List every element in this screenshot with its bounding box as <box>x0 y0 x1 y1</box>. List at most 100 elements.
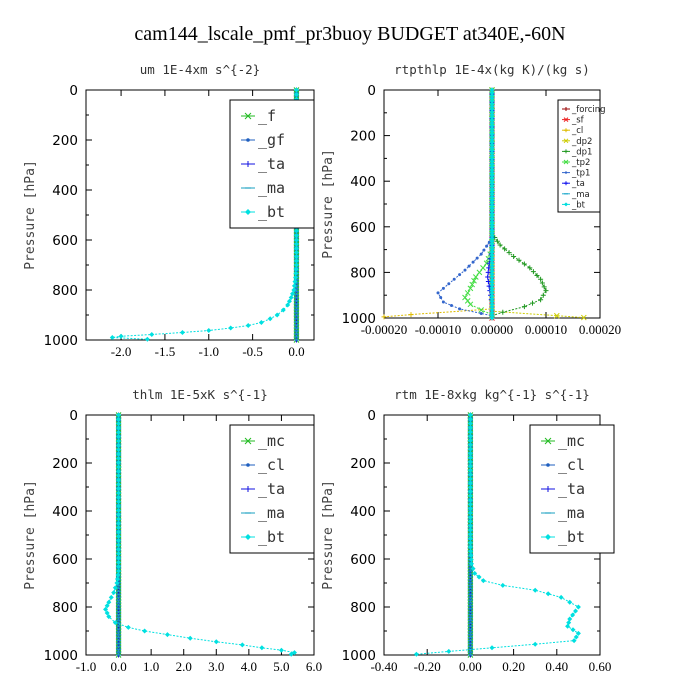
data-point <box>489 285 495 291</box>
data-point <box>467 476 473 482</box>
data-point <box>489 260 495 266</box>
data-point <box>489 263 495 269</box>
legend-marker <box>563 117 569 122</box>
data-point <box>489 249 495 255</box>
legend-marker <box>546 463 550 467</box>
data-point <box>116 507 122 513</box>
series-cl <box>381 87 495 320</box>
data-point <box>489 189 495 195</box>
data-point <box>116 425 122 431</box>
x-tick-label: 6.0 <box>306 659 322 674</box>
x-tick-label: 0.00020 <box>579 322 621 337</box>
data-point <box>293 258 299 264</box>
data-point <box>450 303 453 307</box>
legend-marker <box>246 138 250 142</box>
data-point <box>530 269 536 275</box>
data-point <box>293 92 299 98</box>
data-point <box>436 291 440 295</box>
data-point <box>500 309 506 315</box>
data-point <box>565 623 571 629</box>
data-point <box>467 450 473 456</box>
data-point <box>467 429 473 435</box>
data-point <box>489 178 495 184</box>
data-point <box>104 610 110 616</box>
data-point <box>566 620 572 626</box>
legend: _forcing_sf_cl_dp2_dp1_tp2_tp1_ta_ma_bt <box>557 99 606 213</box>
data-point <box>116 546 122 552</box>
data-point <box>293 275 299 280</box>
data-point <box>116 568 122 574</box>
panel-title: um 1E-4xm s^{-2} <box>140 62 260 77</box>
data-point <box>489 158 495 164</box>
data-point <box>293 250 299 255</box>
data-point <box>116 533 122 539</box>
series-bt <box>489 87 495 321</box>
series-line <box>491 90 584 319</box>
y-tick-label: 1000 <box>342 311 376 327</box>
data-point <box>534 272 540 278</box>
data-point <box>489 274 495 280</box>
data-point <box>468 552 474 558</box>
data-point <box>479 252 483 256</box>
panel-title: rtpthlp 1E-4x(kg K)/(kg s) <box>394 62 590 77</box>
legend: _mc _cl _ta _ma _bt <box>529 424 615 554</box>
data-point <box>111 590 117 596</box>
data-point <box>489 106 495 112</box>
data-point <box>483 260 490 267</box>
legend-label: _ma <box>258 504 285 522</box>
data-point <box>467 442 473 448</box>
data-point <box>489 216 495 222</box>
data-point <box>467 467 473 473</box>
data-point <box>286 298 292 304</box>
data-point <box>467 446 473 452</box>
x-tick-label: -0.00010 <box>415 322 462 337</box>
data-point <box>489 277 495 283</box>
data-point <box>458 307 462 311</box>
data-point <box>471 277 477 284</box>
data-point <box>291 283 297 289</box>
legend-label: _ma <box>571 190 590 200</box>
x-tick-label: 0.00 <box>459 659 482 674</box>
y-tick-label: 600 <box>350 552 376 568</box>
y-axis-label: Pressure [hPa] <box>23 160 38 270</box>
legend-marker <box>545 486 551 492</box>
data-point <box>116 429 122 435</box>
legend-marker <box>563 159 569 165</box>
data-point <box>467 510 473 516</box>
data-point <box>489 98 495 104</box>
data-point <box>521 261 527 267</box>
data-point <box>489 288 495 294</box>
data-point <box>116 447 122 453</box>
data-point <box>228 325 234 331</box>
x-tick-label: 1.0 <box>143 659 159 674</box>
legend-marker <box>564 128 568 133</box>
data-point <box>489 150 495 156</box>
data-point <box>558 594 564 600</box>
y-tick-label: 0 <box>367 408 376 424</box>
data-point <box>570 612 576 618</box>
data-point <box>571 638 577 644</box>
data-point <box>144 336 150 342</box>
data-point <box>489 134 495 140</box>
data-point <box>489 290 495 296</box>
data-point <box>506 250 512 256</box>
data-point <box>489 219 495 225</box>
data-point <box>489 167 495 173</box>
data-point <box>489 233 495 239</box>
data-point <box>489 301 495 307</box>
data-point <box>245 323 251 328</box>
data-point <box>489 92 495 98</box>
legend-label: _tp2 <box>571 158 590 168</box>
legend-label: _mc <box>558 432 585 450</box>
x-tick-label: 4.0 <box>241 659 257 674</box>
data-point <box>489 186 495 192</box>
y-tick-label: 0 <box>69 408 78 424</box>
legend-label: _cl <box>258 456 285 474</box>
data-point <box>489 117 495 123</box>
data-point <box>489 139 495 145</box>
data-point <box>116 421 122 427</box>
legend: _mc _cl _ta _ma _bt <box>229 424 315 554</box>
data-point <box>489 230 495 236</box>
data-point <box>116 494 122 500</box>
data-point <box>489 145 495 151</box>
